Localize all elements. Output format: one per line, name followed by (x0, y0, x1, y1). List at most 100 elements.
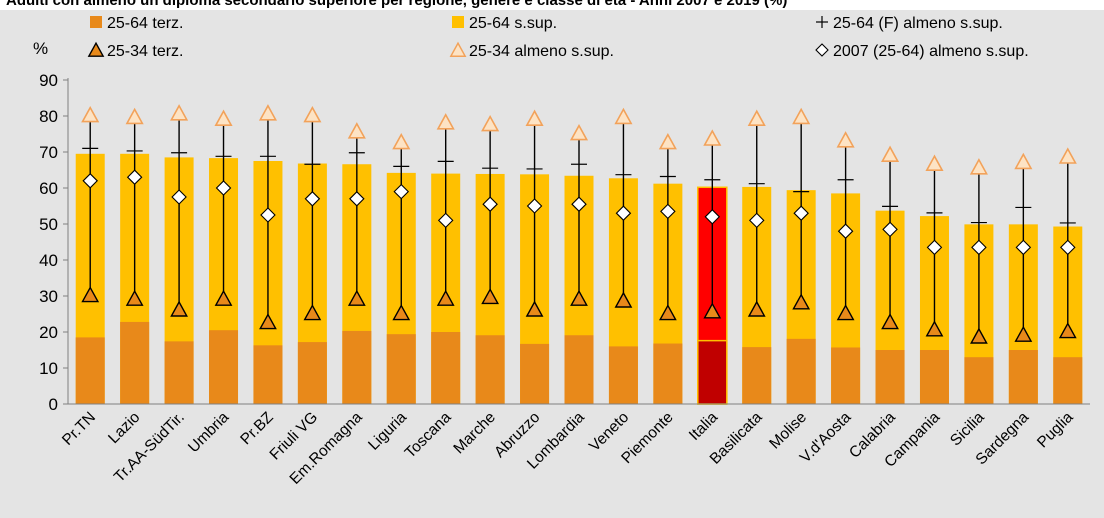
bar-tertiary (1053, 357, 1083, 404)
marker-triangle-tertiary (747, 300, 766, 317)
marker-diamond-2007 (660, 203, 676, 220)
marker-triangle-upper (925, 154, 944, 171)
bar-tertiary (653, 343, 683, 404)
marker-triangle-upper (392, 132, 411, 150)
bar-tertiary (520, 343, 550, 404)
y-tick-label: 0 (49, 395, 58, 414)
marker-triangle-tertiary (436, 289, 455, 306)
bar-tertiary (564, 335, 594, 404)
y-tick-label: 60 (39, 179, 58, 198)
marker-triangle-tertiary (303, 304, 322, 321)
marker-triangle-tertiary (1014, 325, 1033, 342)
marker-triangle-tertiary (881, 313, 899, 330)
legend-label: 25-64 (F) almeno s.sup. (833, 15, 1003, 32)
bar-tertiary (919, 350, 949, 404)
marker-triangle-upper (170, 104, 189, 121)
marker-triangle-upper (614, 107, 633, 125)
marker-diamond-2007 (126, 169, 143, 185)
bar-tertiary (120, 321, 150, 404)
marker-triangle-tertiary (170, 300, 188, 317)
marker-triangle-upper (569, 123, 589, 141)
y-tick-label: 30 (39, 287, 58, 306)
marker-triangle-upper (436, 113, 455, 130)
chart-title: Adulti con almeno un diploma secondario … (6, 0, 787, 9)
bar-tertiary (297, 342, 327, 404)
bar-tertiary (608, 346, 638, 404)
bar-tertiary (697, 339, 728, 405)
marker-diamond-2007 (748, 212, 765, 229)
marker-diamond-2007 (793, 205, 809, 221)
marker-triangle-upper (214, 109, 233, 126)
bar-tertiary (786, 338, 816, 404)
marker-triangle-tertiary (970, 327, 988, 344)
marker-diamond-2007 (704, 209, 721, 225)
marker-triangle-tertiary (614, 291, 633, 308)
bar-tertiary (386, 334, 416, 404)
marker-diamond-2007 (482, 196, 498, 212)
legend-swatch (87, 41, 105, 57)
marker-diamond-2007 (393, 183, 410, 200)
y-tick-label: 40 (39, 251, 58, 270)
marker-triangle-tertiary (214, 289, 233, 306)
marker-triangle-tertiary (81, 286, 100, 303)
marker-diamond-2007 (571, 196, 587, 212)
bar-tertiary (1008, 350, 1038, 404)
marker-triangle-tertiary (481, 287, 500, 305)
marker-diamond-2007 (304, 191, 321, 207)
y-tick-label: 20 (39, 323, 58, 342)
bar-tertiary (209, 330, 239, 404)
marker-triangle-upper (880, 145, 900, 162)
y-tick-label: 10 (39, 359, 58, 378)
marker-triangle-tertiary (925, 320, 944, 337)
legend: 25-64 terz. 25-64 s.sup. 25-64 (F) almeno … (87, 15, 1029, 60)
marker-triangle-upper (81, 105, 100, 123)
y-tick-label: 50 (39, 215, 58, 234)
marker-triangle-upper (258, 104, 278, 121)
marker-triangle-upper (1014, 152, 1033, 170)
marker-diamond-2007 (971, 239, 987, 256)
y-axis-label: % (33, 39, 48, 58)
legend-label: 25-34 terz. (107, 43, 183, 60)
bar-tertiary (431, 332, 461, 404)
legend-swatch (452, 16, 464, 28)
marker-diamond-2007 (1015, 239, 1032, 256)
y-tick-label: 80 (39, 107, 58, 126)
legend-label: 25-64 s.sup. (469, 15, 557, 32)
marker-triangle-upper (792, 107, 811, 125)
markers (81, 104, 1077, 344)
marker-triangle-upper (703, 129, 722, 146)
marker-triangle-tertiary (658, 304, 677, 321)
marker-triangle-upper (125, 107, 144, 125)
marker-diamond-2007 (171, 189, 187, 205)
marker-triangle-tertiary (792, 293, 811, 310)
bar-tertiary (475, 335, 505, 404)
bar-tertiary (253, 345, 283, 404)
marker-triangle-upper (969, 158, 988, 175)
marker-triangle-upper (1058, 147, 1077, 164)
legend-label: 25-64 terz. (107, 15, 183, 32)
marker-diamond-2007 (260, 207, 276, 223)
marker-diamond-2007 (926, 239, 943, 256)
marker-triangle-tertiary (392, 304, 411, 321)
marker-triangle-upper (747, 109, 766, 126)
legend-label: 25-34 almeno s.sup. (469, 43, 614, 60)
legend-swatch (90, 16, 102, 28)
bar-tertiary (831, 347, 861, 404)
marker-triangle-tertiary (570, 289, 588, 306)
marker-triangle-tertiary (1058, 322, 1077, 339)
bar-tertiary (164, 341, 194, 404)
marker-diamond-2007 (437, 212, 454, 229)
marker-triangle-tertiary (703, 302, 722, 319)
marker-triangle-upper (836, 131, 855, 148)
marker-triangle-upper (658, 132, 677, 150)
y-tick-label: 70 (39, 143, 58, 162)
marker-triangle-upper (481, 114, 500, 132)
legend-swatch (815, 43, 829, 57)
marker-diamond-2007 (349, 191, 365, 207)
marker-triangle-tertiary (125, 289, 144, 306)
marker-triangle-tertiary (525, 300, 544, 317)
marker-triangle-upper (303, 105, 322, 123)
bar-tertiary (75, 337, 105, 404)
marker-triangle-tertiary (836, 304, 855, 321)
